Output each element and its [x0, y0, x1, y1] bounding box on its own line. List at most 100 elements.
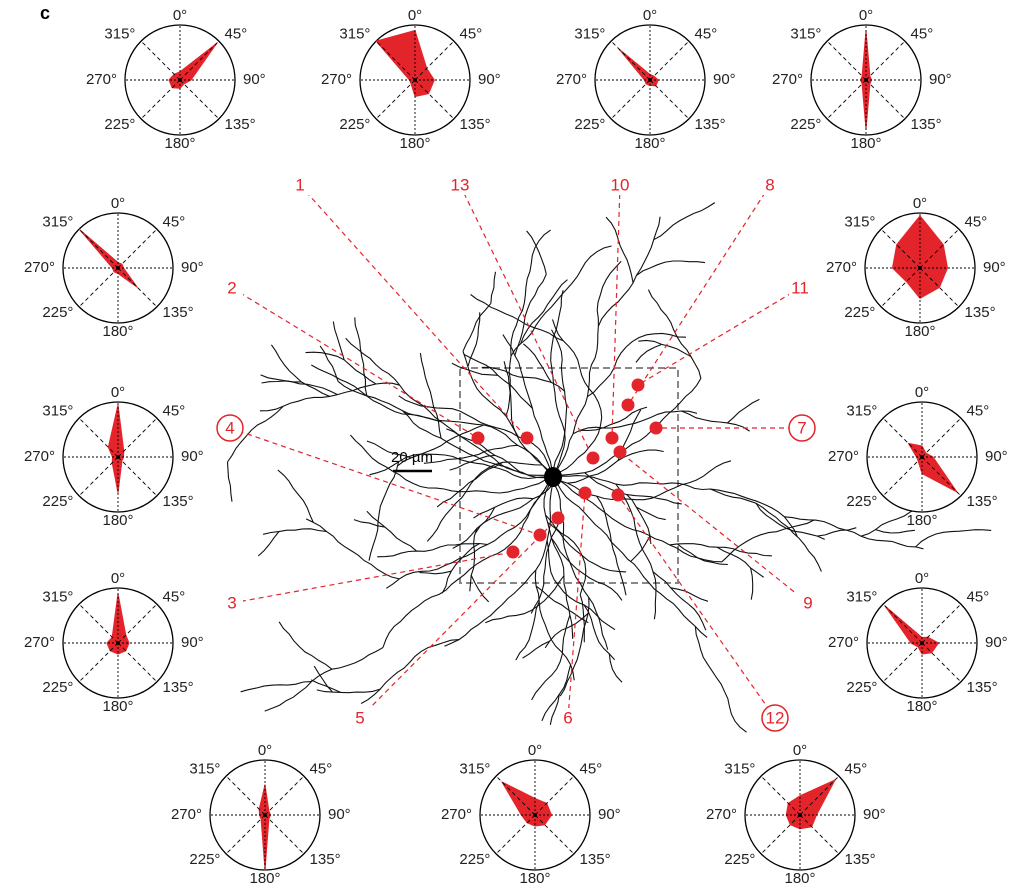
dendrite — [470, 575, 490, 603]
angle-label: 0° — [111, 570, 125, 587]
angle-label: 180° — [102, 512, 133, 529]
dendrite — [310, 679, 341, 693]
site-label: 1 — [295, 175, 304, 194]
dendrite — [544, 612, 589, 649]
dendrite — [647, 289, 702, 379]
dendrite — [531, 614, 571, 701]
site-label: 2 — [227, 278, 236, 297]
angle-label: 45° — [967, 589, 990, 606]
dendrite — [721, 519, 815, 563]
polar-center — [798, 813, 802, 817]
dendrite — [419, 570, 452, 575]
synapse — [631, 378, 645, 392]
panel-label: c — [40, 3, 50, 23]
angle-label: 180° — [906, 512, 937, 529]
angle-label: 135° — [163, 679, 194, 696]
dendrite — [526, 230, 547, 275]
dendrite — [227, 405, 284, 463]
dendrite — [469, 528, 478, 592]
dendrite — [615, 483, 657, 620]
angle-label: 0° — [859, 7, 873, 24]
site-link — [637, 287, 801, 386]
dendrite — [508, 229, 554, 478]
angle-label: 135° — [163, 493, 194, 510]
angle-label: 225° — [189, 851, 220, 868]
angle-label: 45° — [580, 761, 603, 778]
dendrite — [579, 594, 585, 643]
dendrite — [915, 529, 992, 548]
polar-center — [116, 266, 120, 270]
polar-spoke — [610, 40, 651, 81]
angle-label: 315° — [42, 589, 73, 606]
dendrite — [552, 378, 702, 478]
polar-center — [920, 455, 924, 459]
dendrite — [514, 273, 547, 356]
dendrite — [520, 279, 568, 344]
dendrite — [313, 665, 334, 693]
site-link — [229, 427, 541, 536]
polar-spoke — [225, 814, 266, 855]
polar-spoke — [826, 79, 867, 120]
dendrite — [462, 351, 519, 437]
dendrite — [817, 527, 857, 537]
angle-label: 225° — [459, 851, 490, 868]
site-link — [299, 184, 528, 439]
angle-label: 225° — [42, 679, 73, 696]
polar-spoke — [921, 456, 962, 497]
dendrite — [681, 410, 750, 432]
angle-label: 90° — [983, 259, 1006, 276]
polar-center — [263, 813, 267, 817]
angle-label: 135° — [845, 851, 876, 868]
polar-plot: 0° 45° 90° 135° 180° 225° 270° 315° — [706, 742, 886, 887]
dendrite — [669, 543, 772, 557]
dendrite — [552, 260, 622, 478]
polar-center — [918, 266, 922, 270]
angle-label: 180° — [850, 135, 881, 152]
polar-center — [533, 813, 537, 817]
polar-spoke — [179, 79, 220, 120]
dendrite — [875, 529, 915, 534]
site-link — [619, 451, 809, 604]
site-bg — [449, 175, 471, 195]
site-label: 10 — [611, 175, 630, 194]
polar-spoke — [882, 603, 923, 644]
site-label: 11 — [791, 278, 809, 297]
polar-spoke — [534, 814, 575, 855]
site-bg — [289, 175, 311, 195]
angle-label: 0° — [173, 7, 187, 24]
angle-label: 135° — [911, 116, 942, 133]
dendrite — [305, 351, 377, 385]
polar-plot: 0° 45° 90° 135° 180° 225° 270° 315° — [772, 7, 952, 152]
angle-label: 90° — [181, 259, 204, 276]
synapse — [578, 486, 592, 500]
dendrite — [257, 531, 280, 557]
polar-spoke — [179, 40, 220, 81]
angle-label: 135° — [580, 851, 611, 868]
site-label: 13 — [451, 175, 470, 194]
dendrite — [587, 332, 687, 398]
angle-label: 180° — [399, 135, 430, 152]
angle-label: 135° — [310, 851, 341, 868]
dendrite — [470, 294, 564, 342]
dendrite — [369, 453, 554, 480]
polar-spoke — [921, 603, 962, 644]
soma — [544, 467, 562, 487]
polar-spoke — [78, 603, 119, 644]
angle-label: 225° — [574, 116, 605, 133]
polar-spoke — [534, 775, 575, 816]
site-circle — [216, 414, 244, 442]
dendrite — [485, 575, 565, 624]
angle-label: 315° — [846, 403, 877, 420]
polar-plot: 0° 45° 90° 135° 180° 225° 270° 315° — [826, 195, 1006, 340]
dendrite — [653, 202, 716, 241]
dendrite — [626, 494, 652, 545]
polar-spoke — [78, 228, 119, 269]
polar-spoke — [78, 456, 119, 497]
polar-plot: 0° 45° 90° 135° 180° 225° 270° 315° — [24, 570, 204, 715]
angle-label: 0° — [528, 742, 542, 759]
polar-spoke — [414, 79, 455, 120]
polar-plot: 0° 45° 90° 135° 180° 225° 270° 315° — [828, 384, 1008, 529]
angle-label: 90° — [985, 634, 1008, 651]
dendrite — [397, 424, 485, 467]
dendrite — [226, 461, 233, 502]
